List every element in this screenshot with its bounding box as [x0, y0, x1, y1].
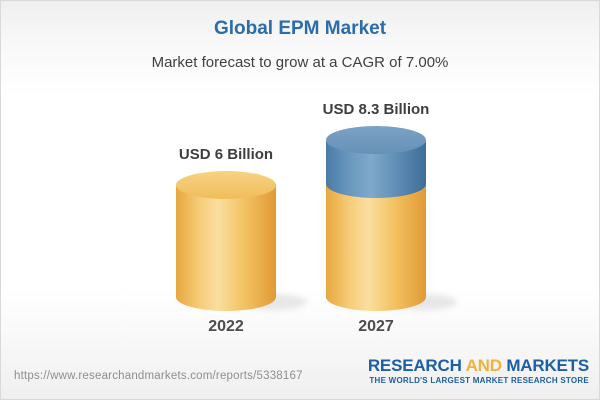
logo-word-research: RESEARCH — [367, 356, 462, 375]
category-label-2022: 2022 — [208, 318, 244, 335]
logo-word-markets: MARKETS — [506, 356, 589, 375]
chart-title: Global EPM Market — [213, 18, 387, 39]
bar-2027 — [326, 126, 426, 311]
bar-2022 — [176, 171, 276, 311]
logo-wordmark: RESEARCH AND MARKETS — [368, 357, 589, 374]
chart-subtitle: Market forecast to grow at a CAGR of 7.0… — [151, 54, 449, 71]
report-url: https://www.researchandmarkets.com/repor… — [14, 370, 303, 382]
value-label-2022: USD 6 Billion — [178, 146, 274, 163]
value-label-2027: USD 8.3 Billion — [322, 101, 430, 118]
logo-word-and: AND — [465, 356, 502, 375]
research-and-markets-logo: RESEARCH AND MARKETS THE WORLD'S LARGEST… — [368, 357, 589, 385]
category-label-2027: 2027 — [358, 318, 394, 335]
logo-tagline: THE WORLD'S LARGEST MARKET RESEARCH STOR… — [369, 376, 589, 385]
